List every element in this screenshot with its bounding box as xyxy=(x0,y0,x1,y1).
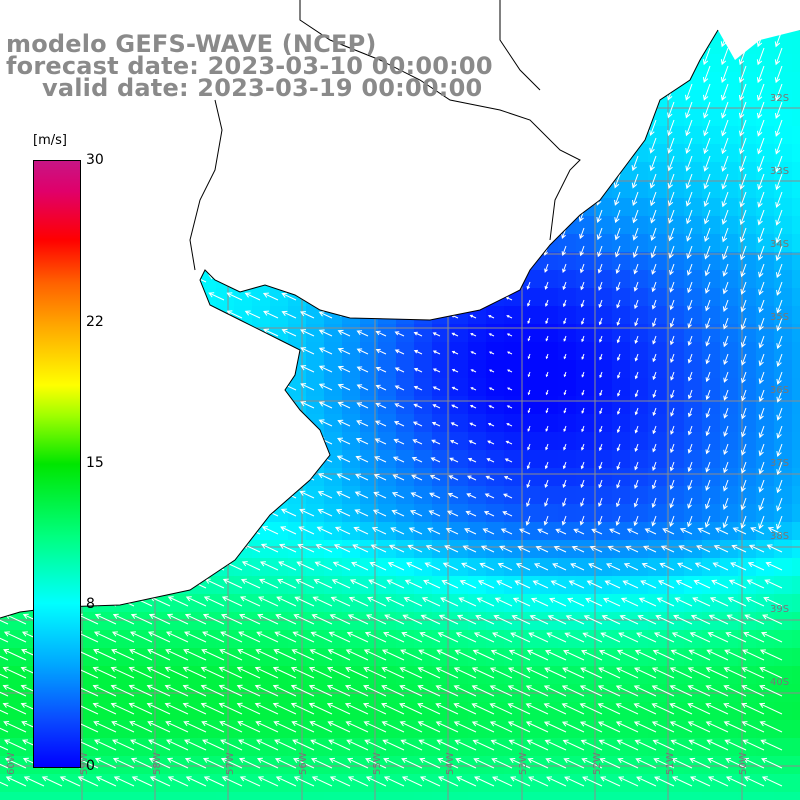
lon-label: 60W xyxy=(6,752,17,775)
lon-label: 52W xyxy=(592,752,603,775)
lon-label: 55W xyxy=(372,752,383,775)
axis-labels: 32S 33S 34S 35S 36S 37S 38S 39S 40S 60W 59W 58W 57W 5… xyxy=(6,93,789,775)
lon-label: 50W xyxy=(738,752,749,775)
lon-label: 57W xyxy=(225,752,236,775)
coastline xyxy=(0,0,800,619)
lon-label: 59W xyxy=(79,752,90,775)
lon-label: 53W xyxy=(518,752,529,775)
colorbar-tick-label: 0 xyxy=(86,758,95,774)
colorbar-tick-label: 30 xyxy=(86,152,104,168)
lat-label: 32S xyxy=(770,93,789,104)
colorbar xyxy=(33,160,81,768)
lat-label: 35S xyxy=(770,312,789,323)
land-mass xyxy=(0,0,800,618)
lat-label: 36S xyxy=(770,385,789,396)
colorbar-unit: [m/s] xyxy=(33,133,67,148)
colorbar-tick-label: 15 xyxy=(86,455,104,471)
valid-date: valid date: 2023-03-19 00:00:00 xyxy=(42,74,483,102)
lat-label: 37S xyxy=(770,458,789,469)
lon-label: 54W xyxy=(445,752,456,775)
lon-label: 51W xyxy=(665,752,676,775)
lat-label: 33S xyxy=(770,166,789,177)
lat-label: 34S xyxy=(770,239,789,250)
colorbar-tick-label: 8 xyxy=(86,596,95,613)
lat-label: 40S xyxy=(770,677,789,688)
lat-label: 39S xyxy=(770,604,789,615)
colorbar-tick-label: 22 xyxy=(86,313,104,330)
lon-label: 56W xyxy=(298,752,309,775)
lon-label: 58W xyxy=(152,752,163,775)
forecast-date: forecast date: 2023-03-10 00:00:00 xyxy=(6,52,493,80)
model-title: modelo GEFS-WAVE (NCEP) xyxy=(6,30,377,58)
lat-label: 38S xyxy=(770,531,789,542)
